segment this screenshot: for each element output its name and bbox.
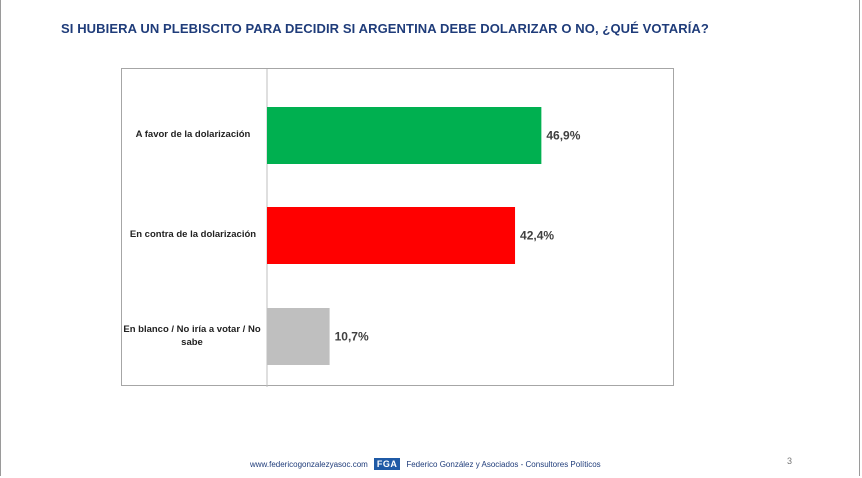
- category-label-2: En blanco / No iría a votar / No sabe: [123, 323, 261, 348]
- bar-0: [267, 107, 542, 164]
- footer-website-link[interactable]: www.federicogonzalezyasoc.com: [250, 459, 368, 469]
- data-label-1: 42,4%: [520, 229, 554, 243]
- bar-2: [267, 308, 330, 365]
- fga-logo: FGA: [373, 458, 401, 470]
- bar-1: [267, 207, 516, 264]
- data-label-0: 46,9%: [546, 129, 580, 143]
- data-label-2: 10,7%: [335, 330, 369, 344]
- page-number: 3: [787, 456, 793, 466]
- category-label-0: A favor de la dolarización: [135, 128, 251, 140]
- category-label-1: En contra de la dolarización: [129, 228, 257, 240]
- page-title: SI HUBIERA UN PLEBISCITO PARA DECIDIR SI…: [61, 21, 709, 36]
- footer-company: Federico González y Asociados - Consulto…: [406, 459, 601, 469]
- footer: www.federicogonzalezyasoc.com FGA Federi…: [250, 456, 601, 472]
- chart-container: 46,9% 42,4% 10,7%: [121, 68, 674, 387]
- bar-chart: 46,9% 42,4% 10,7%: [266, 69, 581, 387]
